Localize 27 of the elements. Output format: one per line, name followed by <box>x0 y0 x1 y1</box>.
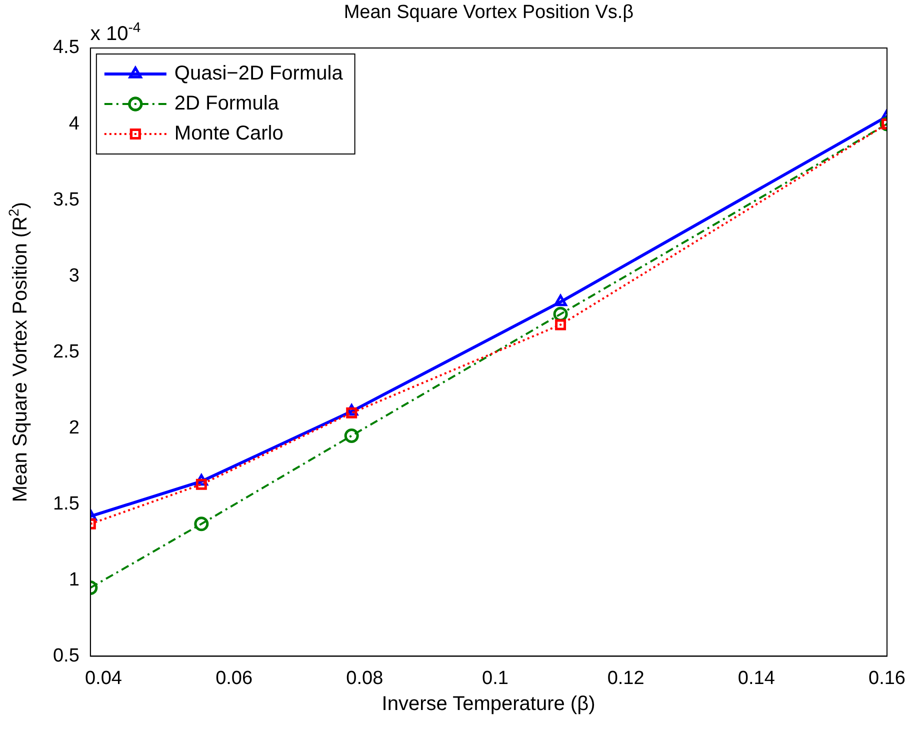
y-tick-label: 1.5 <box>52 493 80 514</box>
x-tick-label: 0.08 <box>346 668 384 689</box>
point <box>194 516 209 532</box>
x-tick-label: 0.12 <box>607 668 644 689</box>
y-tick-label: 4.5 <box>52 37 80 58</box>
legend-label: Quasi−2D Formula <box>174 62 344 85</box>
point <box>554 294 567 306</box>
point <box>346 407 358 418</box>
y-axis-title: Mean Square Vortex Position (R2) <box>5 202 32 502</box>
x-tick-label: 0.04 <box>84 668 122 689</box>
y-tick-label: 2 <box>68 417 80 438</box>
y-tick-label: 2.5 <box>52 341 80 362</box>
x-tick-label: 0.16 <box>868 668 906 689</box>
y-tick-label: 1 <box>68 569 80 590</box>
legend-label: Monte Carlo <box>174 122 284 145</box>
legend-label: 2D Formula <box>174 92 280 115</box>
y-tick-label: 0.5 <box>52 645 80 666</box>
x-tick-label: 0.06 <box>216 668 253 689</box>
point <box>555 319 566 330</box>
y-tick-label: 4 <box>68 113 80 134</box>
y-tick-label: 3.5 <box>52 189 80 210</box>
x-tick-label: 0.14 <box>738 668 776 689</box>
chart-title: Mean Square Vortex Position Vs.β <box>344 2 634 23</box>
x-axis-title: Inverse Temperature (β) <box>382 693 596 716</box>
y-tick-label: 3 <box>68 265 80 286</box>
point <box>344 428 359 443</box>
x-tick-label: 0.1 <box>482 668 508 689</box>
